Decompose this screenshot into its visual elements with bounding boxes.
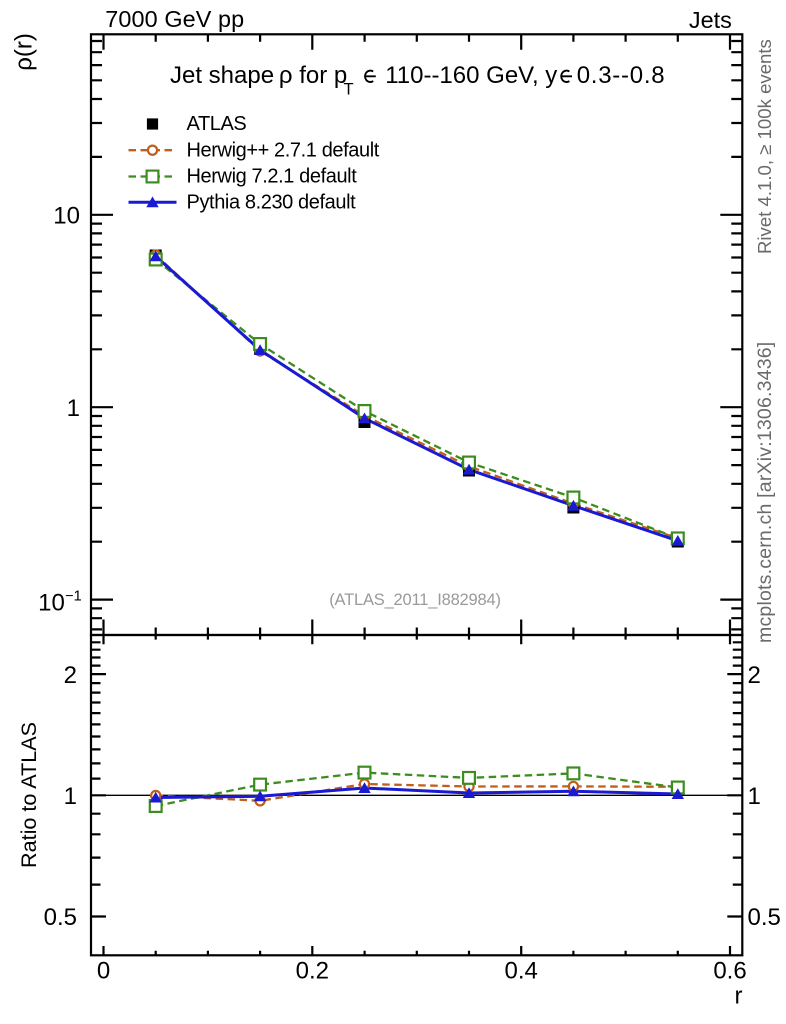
svg-text:Ratio to ATLAS: Ratio to ATLAS [16,722,41,868]
svg-text:mcplots.cern.ch [arXiv:1306.34: mcplots.cern.ch [arXiv:1306.3436] [754,342,776,643]
svg-text:10: 10 [38,589,65,616]
svg-text:Herwig++ 2.7.1 default: Herwig++ 2.7.1 default [187,139,380,161]
svg-text:110--160 GeV, y: 110--160 GeV, y [385,62,557,89]
svg-text:T: T [344,81,354,99]
svg-text:ATLAS: ATLAS [187,113,247,135]
svg-text:1: 1 [64,783,77,810]
svg-text:1: 1 [748,783,761,810]
svg-text:10: 10 [53,203,80,230]
svg-text:7000 GeV pp: 7000 GeV pp [105,6,244,32]
svg-text:Herwig 7.2.1 default: Herwig 7.2.1 default [187,166,358,188]
svg-text:r: r [735,982,743,1009]
svg-text:Jet shape ρ for p: Jet shape ρ for p [170,62,347,89]
svg-text:ρ(r): ρ(r) [11,33,38,71]
svg-text:2: 2 [64,662,77,689]
svg-text:(ATLAS_2011_I882984): (ATLAS_2011_I882984) [329,591,501,609]
svg-text:Pythia 8.230 default: Pythia 8.230 default [187,192,357,214]
svg-text:0.6: 0.6 [713,957,746,984]
svg-text:0.5: 0.5 [44,904,77,931]
svg-text:0.2: 0.2 [296,957,329,984]
svg-text:0.3--0.8: 0.3--0.8 [577,62,666,89]
svg-text:Rivet 4.1.0, ≥ 100k events: Rivet 4.1.0, ≥ 100k events [754,39,775,254]
svg-text:0.4: 0.4 [505,957,538,984]
svg-text:2: 2 [748,662,761,689]
svg-text:0: 0 [97,957,110,984]
svg-text:−1: −1 [65,589,82,605]
svg-text:0.5: 0.5 [748,904,781,931]
svg-text:Jets: Jets [689,7,732,33]
svg-text:1: 1 [67,395,80,422]
